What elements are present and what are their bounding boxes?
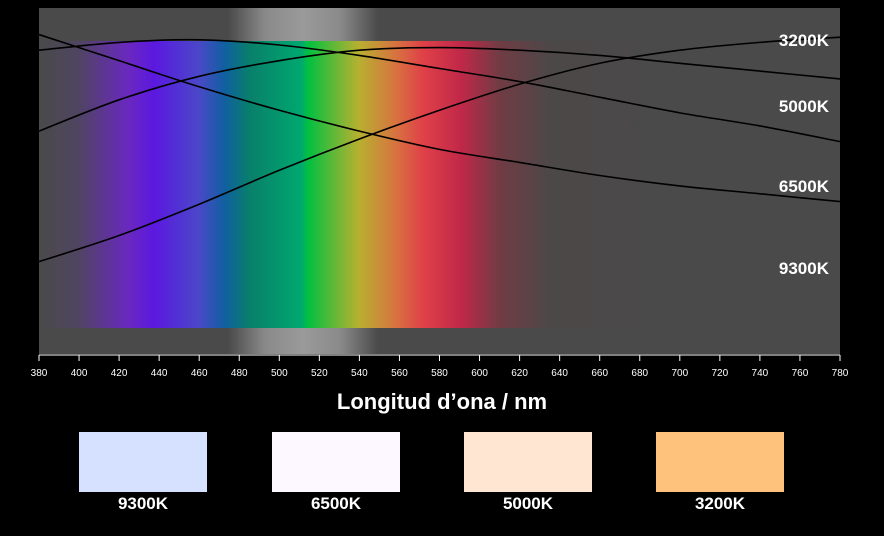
- x-tick-label: 480: [231, 368, 248, 379]
- x-tick-label: 720: [712, 368, 729, 379]
- x-tick-label: 600: [471, 368, 488, 379]
- curve-3200k: [38, 36, 841, 263]
- swatch-label-5000k: 5000K: [502, 494, 554, 513]
- curve-label-6500k: 6500K: [779, 177, 830, 196]
- x-tick-label: 780: [832, 368, 849, 379]
- x-tick-label: 500: [271, 368, 288, 379]
- swatch-label-9300k: 9300K: [117, 494, 169, 513]
- x-tick-label: 620: [511, 368, 528, 379]
- curve-label-9300k: 9300K: [779, 259, 830, 278]
- curve-5000k: [38, 46, 841, 132]
- x-axis-title: Longitud d’ona / nm: [336, 389, 548, 414]
- x-tick-label: 760: [792, 368, 809, 379]
- x-tick-label: 640: [551, 368, 568, 379]
- x-tick-label: 700: [671, 368, 688, 379]
- curve-9300k: [38, 33, 841, 203]
- visible-spectrum-band: [39, 41, 679, 328]
- x-tick-label: 400: [71, 368, 88, 379]
- curve-labels-group: 3200K 5000K 6500K 9300K: [779, 31, 830, 278]
- curve-label-5000k: 5000K: [779, 97, 830, 116]
- x-axis: 380 400 420 440 460 480 500 520 540 560 580 600 620 6…: [31, 354, 849, 379]
- swatch-label-3200k: 3200K: [694, 494, 746, 513]
- swatch-3200k: [656, 432, 784, 492]
- x-tick-label: 680: [631, 368, 648, 379]
- spectrum-chart: 3200K 5000K 6500K 9300K 380 400 420 440 460 480 5…: [31, 8, 849, 379]
- curve-label-3200k: 3200K: [779, 31, 830, 50]
- x-tick-label: 560: [391, 368, 408, 379]
- x-tick-label: 440: [151, 368, 168, 379]
- x-tick-label: 520: [311, 368, 328, 379]
- x-tick-label: 420: [111, 368, 128, 379]
- swatch-5000k: [464, 432, 592, 492]
- x-tick-label: 380: [31, 368, 48, 379]
- swatch-label-6500k: 6500K: [310, 494, 362, 513]
- curves-group: [38, 33, 841, 263]
- swatch-6500k: [272, 432, 400, 492]
- x-tick-label: 740: [752, 368, 769, 379]
- x-tick-label: 580: [431, 368, 448, 379]
- x-tick-label: 660: [591, 368, 608, 379]
- swatch-9300k: [79, 432, 207, 492]
- x-tick-label: 460: [191, 368, 208, 379]
- curve-6500k: [38, 38, 841, 143]
- x-tick-label: 540: [351, 368, 368, 379]
